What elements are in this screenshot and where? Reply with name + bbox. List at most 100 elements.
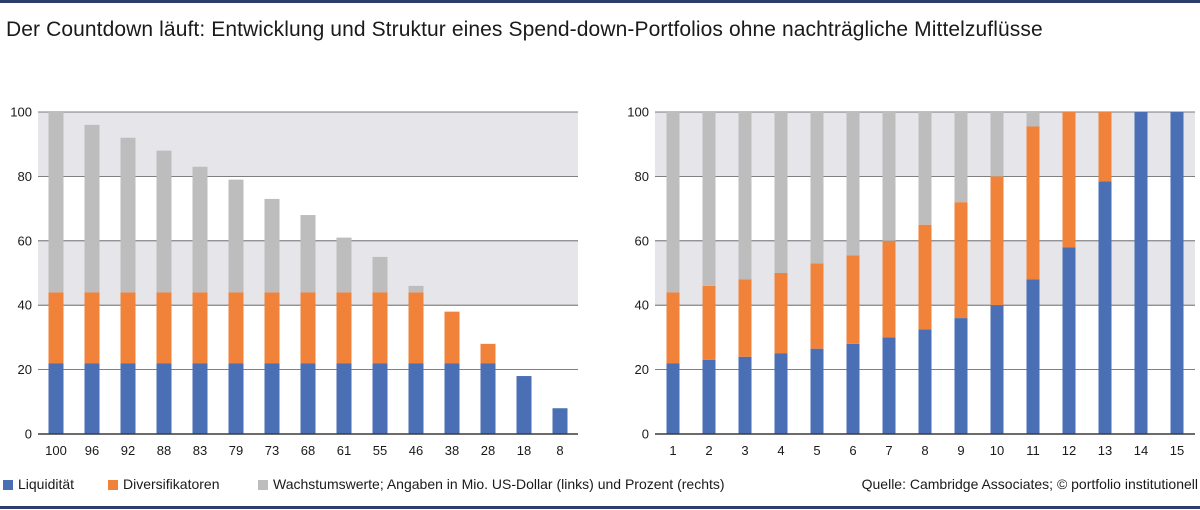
bar-wachstumswerte-10 xyxy=(990,112,1004,177)
y-tick-label: 0 xyxy=(25,427,32,442)
y-tick-label: 60 xyxy=(18,233,32,248)
bar-liquiditaet-4 xyxy=(774,353,788,434)
x-tick-label: 28 xyxy=(481,443,495,458)
bar-diversifikatoren-46 xyxy=(408,292,424,364)
bar-liquiditaet-14 xyxy=(1134,112,1148,434)
bar-liquiditaet-11 xyxy=(1026,279,1040,434)
bar-wachstumswerte-96 xyxy=(84,124,100,293)
bar-diversifikatoren-28 xyxy=(480,343,496,364)
bar-liquiditaet-79 xyxy=(228,363,244,434)
legend-swatch-wachstumswerte xyxy=(258,480,268,490)
x-tick-label: 4 xyxy=(777,443,784,458)
x-tick-label: 88 xyxy=(157,443,171,458)
x-tick-label: 7 xyxy=(885,443,892,458)
x-tick-label: 2 xyxy=(705,443,712,458)
bar-liquiditaet-2 xyxy=(702,359,716,434)
bar-liquiditaet-92 xyxy=(120,363,136,434)
bar-diversifikatoren-6 xyxy=(846,255,860,344)
bar-diversifikatoren-100 xyxy=(48,292,64,364)
bar-liquiditaet-12 xyxy=(1062,247,1076,434)
bar-wachstumswerte-3 xyxy=(738,112,752,280)
x-tick-label: 83 xyxy=(193,443,207,458)
bar-wachstumswerte-9 xyxy=(954,112,968,203)
bar-diversifikatoren-5 xyxy=(810,263,824,349)
bar-liquiditaet-15 xyxy=(1170,112,1184,434)
bar-diversifikatoren-96 xyxy=(84,292,100,364)
legend-label-wachstumswerte: Wachstumswerte; Angaben in Mio. US-Dolla… xyxy=(273,476,725,492)
bar-diversifikatoren-8 xyxy=(918,224,932,330)
bar-wachstumswerte-6 xyxy=(846,112,860,256)
source-note: Quelle: Cambridge Associates; © portfoli… xyxy=(861,476,1198,492)
bar-diversifikatoren-83 xyxy=(192,292,208,364)
bar-liquiditaet-96 xyxy=(84,363,100,434)
bar-diversifikatoren-79 xyxy=(228,292,244,364)
x-tick-label: 100 xyxy=(45,443,67,458)
bar-diversifikatoren-73 xyxy=(264,292,280,364)
bar-wachstumswerte-4 xyxy=(774,112,788,273)
bar-liquiditaet-88 xyxy=(156,363,172,434)
bar-wachstumswerte-100 xyxy=(48,112,64,293)
bar-liquiditaet-38 xyxy=(444,363,460,434)
x-tick-label: 13 xyxy=(1098,443,1112,458)
bar-diversifikatoren-1 xyxy=(666,292,680,364)
bar-liquiditaet-61 xyxy=(336,363,352,434)
bar-liquiditaet-3 xyxy=(738,356,752,434)
bar-wachstumswerte-83 xyxy=(192,166,208,293)
legend-swatch-diversifikatoren xyxy=(108,480,118,490)
bar-diversifikatoren-88 xyxy=(156,292,172,364)
x-tick-label: 73 xyxy=(265,443,279,458)
bar-diversifikatoren-4 xyxy=(774,273,788,354)
legend: Liquidität Diversifikatoren Wachstumswer… xyxy=(0,476,1200,496)
bar-liquiditaet-8 xyxy=(918,329,932,434)
y-tick-label: 80 xyxy=(18,169,32,184)
chart-title: Der Countdown läuft: Entwicklung und Str… xyxy=(6,18,1043,41)
bar-liquiditaet-83 xyxy=(192,363,208,434)
bar-wachstumswerte-61 xyxy=(336,237,352,293)
x-tick-label: 5 xyxy=(813,443,820,458)
bar-wachstumswerte-11 xyxy=(1026,112,1040,127)
legend-swatch-liquiditaet xyxy=(3,480,13,490)
y-tick-label: 40 xyxy=(18,298,32,313)
bar-diversifikatoren-11 xyxy=(1026,126,1040,280)
x-tick-label: 10 xyxy=(990,443,1004,458)
bar-diversifikatoren-7 xyxy=(882,240,896,338)
bar-diversifikatoren-92 xyxy=(120,292,136,364)
x-tick-label: 12 xyxy=(1062,443,1076,458)
bar-wachstumswerte-55 xyxy=(372,256,388,293)
bar-diversifikatoren-9 xyxy=(954,202,968,319)
bar-diversifikatoren-12 xyxy=(1062,112,1076,248)
legend-label-diversifikatoren: Diversifikatoren xyxy=(123,476,220,492)
bar-diversifikatoren-61 xyxy=(336,292,352,364)
bar-wachstumswerte-68 xyxy=(300,215,316,293)
x-tick-label: 92 xyxy=(121,443,135,458)
bar-diversifikatoren-68 xyxy=(300,292,316,364)
bar-liquiditaet-5 xyxy=(810,348,824,434)
bottom-rule xyxy=(0,506,1200,509)
y-tick-label: 0 xyxy=(642,427,649,442)
bar-liquiditaet-13 xyxy=(1098,181,1112,434)
x-tick-label: 15 xyxy=(1170,443,1184,458)
bar-diversifikatoren-38 xyxy=(444,311,460,364)
bar-liquiditaet-73 xyxy=(264,363,280,434)
bar-liquiditaet-1 xyxy=(666,363,680,434)
grid-band xyxy=(38,112,578,177)
bar-wachstumswerte-73 xyxy=(264,198,280,293)
y-tick-label: 100 xyxy=(627,105,649,120)
y-tick-label: 20 xyxy=(18,362,32,377)
x-tick-label: 18 xyxy=(517,443,531,458)
bar-liquiditaet-46 xyxy=(408,363,424,434)
bar-wachstumswerte-2 xyxy=(702,112,716,286)
x-tick-label: 14 xyxy=(1134,443,1148,458)
y-tick-label: 40 xyxy=(635,298,649,313)
y-tick-label: 100 xyxy=(10,105,32,120)
bar-liquiditaet-10 xyxy=(990,305,1004,434)
x-tick-label: 79 xyxy=(229,443,243,458)
x-tick-label: 11 xyxy=(1026,443,1040,458)
bar-liquiditaet-18 xyxy=(516,376,532,434)
bar-liquiditaet-8 xyxy=(552,408,568,434)
x-tick-label: 8 xyxy=(556,443,563,458)
bar-diversifikatoren-10 xyxy=(990,176,1004,306)
bar-wachstumswerte-92 xyxy=(120,137,136,293)
x-tick-label: 68 xyxy=(301,443,315,458)
